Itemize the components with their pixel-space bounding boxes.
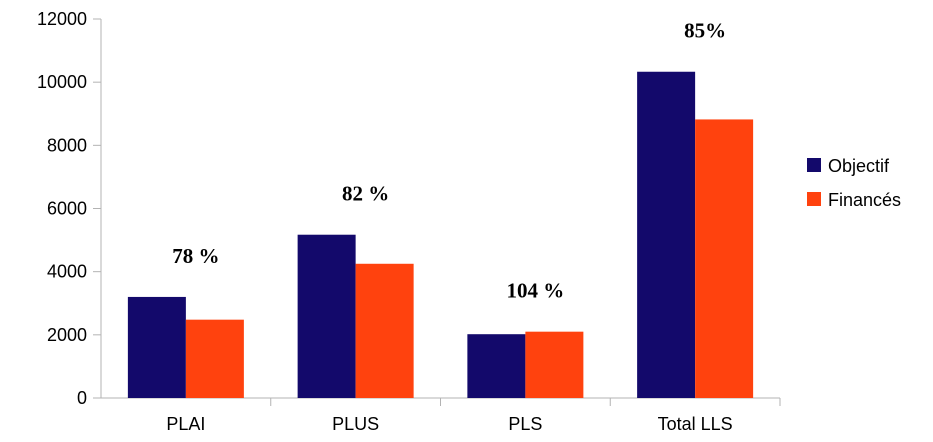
- legend-label: Objectif: [828, 156, 890, 176]
- percentage-annotation: 85%: [684, 19, 726, 43]
- x-category-label: PLAI: [166, 414, 205, 434]
- bar-financés-pls: [525, 331, 584, 398]
- legend-swatch-financés: [807, 192, 821, 206]
- y-tick-label: 10000: [37, 72, 87, 92]
- legend: Objectif Financés: [807, 156, 901, 210]
- percentage-annotation: 78 %: [172, 244, 219, 268]
- bar-financés-total-lls: [695, 119, 754, 398]
- bar-financés-plus: [355, 263, 414, 398]
- x-axis-categories: PLAI PLUS PLS Total LLS: [166, 398, 781, 434]
- y-tick-label: 8000: [47, 135, 87, 155]
- annotations: 78 % 82 % 104 % 85%: [172, 19, 726, 303]
- x-category-label: Total LLS: [658, 414, 733, 434]
- percentage-annotation: 104 %: [507, 279, 565, 303]
- x-category-label: PLS: [508, 414, 542, 434]
- bar-objectif-plai: [127, 296, 186, 398]
- legend-label: Financés: [828, 190, 901, 210]
- bars: [127, 71, 754, 398]
- y-axis-ticks: 0 2000 4000 6000 8000 10000 12000: [37, 9, 101, 408]
- x-category-label: PLUS: [332, 414, 379, 434]
- bar-financés-plai: [185, 319, 244, 398]
- y-tick-label: 4000: [47, 262, 87, 282]
- bar-objectif-plus: [297, 234, 356, 398]
- legend-swatch-objectif: [807, 158, 821, 172]
- y-tick-label: 2000: [47, 325, 87, 345]
- bar-objectif-pls: [467, 334, 526, 398]
- y-tick-label: 12000: [37, 9, 87, 29]
- bar-objectif-total-lls: [637, 71, 696, 398]
- y-tick-label: 0: [77, 388, 87, 408]
- y-tick-label: 6000: [47, 199, 87, 219]
- percentage-annotation: 82 %: [342, 182, 389, 206]
